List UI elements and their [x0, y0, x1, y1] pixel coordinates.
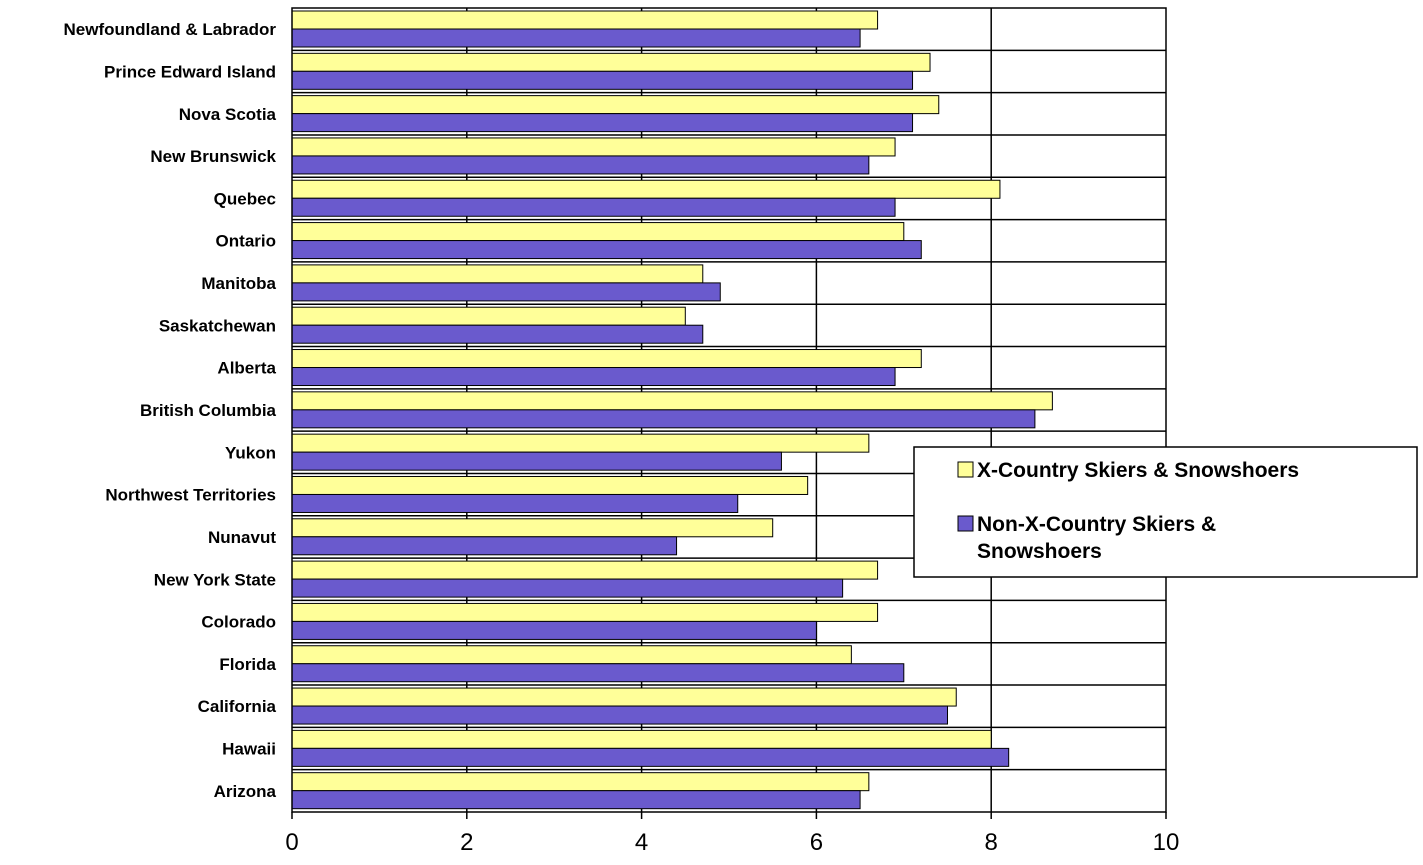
- bar-x-country: [291, 687, 957, 707]
- bar-non-x-country: [291, 324, 704, 344]
- category-label: Arizona: [214, 782, 277, 801]
- category-label: Manitoba: [201, 274, 276, 293]
- category-labels: Newfoundland & Labrador Prince Edward Isl…: [64, 20, 277, 801]
- plot-frame: [291, 7, 1167, 813]
- bar-non-x-country: [291, 113, 914, 133]
- bar-non-x-country: [291, 790, 861, 810]
- bar-non-x-country: [291, 28, 861, 48]
- category-label: Alberta: [217, 359, 276, 378]
- bar-x-country: [291, 222, 905, 242]
- category-label: Nunavut: [208, 528, 276, 547]
- legend-box: [913, 446, 1418, 578]
- legend-swatch: [957, 461, 974, 478]
- bar-x-country: [291, 52, 931, 72]
- bar-x-country: [291, 264, 704, 284]
- bar-x-country: [291, 645, 852, 665]
- x-axis-ticks: 0 2 4 6 8 10: [285, 812, 1179, 856]
- bar-x-country: [291, 137, 896, 157]
- category-label: Yukon: [225, 443, 276, 462]
- bar-non-x-country: [291, 155, 870, 175]
- bars: [291, 10, 1053, 810]
- x-tick-label: 4: [635, 829, 648, 856]
- bar-non-x-country: [291, 70, 914, 90]
- bar-x-country: [291, 179, 1001, 199]
- legend-label: Snowshoers: [977, 540, 1102, 563]
- category-label: New Brunswick: [150, 147, 276, 166]
- plot-border: [291, 7, 1167, 813]
- bar-x-country: [291, 729, 992, 749]
- bar-x-country: [291, 95, 940, 115]
- bar-non-x-country: [291, 240, 922, 260]
- category-label: Newfoundland & Labrador: [64, 20, 277, 39]
- category-label: Ontario: [216, 232, 276, 251]
- x-tick-label: 0: [285, 829, 298, 856]
- bar-non-x-country: [291, 536, 678, 556]
- bar-x-country: [291, 772, 870, 792]
- category-label: Northwest Territories: [105, 486, 276, 505]
- bar-non-x-country: [291, 747, 1010, 767]
- bar-x-country: [291, 10, 879, 30]
- category-label: Nova Scotia: [179, 105, 277, 124]
- category-label: Quebec: [214, 189, 276, 208]
- x-tick-label: 10: [1153, 829, 1180, 856]
- bar-x-country: [291, 349, 922, 369]
- bar-non-x-country: [291, 493, 739, 513]
- category-label: Colorado: [201, 613, 276, 632]
- category-label: Prince Edward Island: [104, 62, 276, 81]
- legend: X-Country Skiers & Snowshoers Non-X-Count…: [913, 446, 1418, 578]
- bar-x-country: [291, 306, 686, 326]
- bar-non-x-country: [291, 409, 1036, 429]
- bar-non-x-country: [291, 197, 896, 217]
- category-label: Florida: [219, 655, 276, 674]
- bar-x-country: [291, 560, 879, 580]
- bar-non-x-country: [291, 620, 817, 640]
- bar-x-country: [291, 433, 870, 453]
- category-label: Hawaii: [222, 740, 276, 759]
- legend-swatch: [957, 515, 974, 532]
- bar-x-country: [291, 391, 1053, 411]
- bar-non-x-country: [291, 451, 782, 471]
- gridlines: [292, 8, 1166, 812]
- legend-label: X-Country Skiers & Snowshoers: [977, 459, 1299, 482]
- bar-x-country: [291, 475, 809, 495]
- bar-x-country: [291, 602, 879, 622]
- bar-non-x-country: [291, 578, 844, 598]
- x-tick-label: 8: [985, 829, 998, 856]
- x-tick-label: 2: [460, 829, 473, 856]
- x-tick-label: 6: [810, 829, 823, 856]
- legend-label: Non-X-Country Skiers &: [977, 513, 1216, 536]
- category-label: New York State: [154, 570, 276, 589]
- bar-x-country: [291, 518, 774, 538]
- bar-non-x-country: [291, 367, 896, 387]
- category-label: California: [198, 697, 277, 716]
- category-label: British Columbia: [140, 401, 277, 420]
- bar-non-x-country: [291, 663, 905, 683]
- bar-non-x-country: [291, 282, 721, 302]
- bar-non-x-country: [291, 705, 948, 725]
- category-label: Saskatchewan: [159, 316, 276, 335]
